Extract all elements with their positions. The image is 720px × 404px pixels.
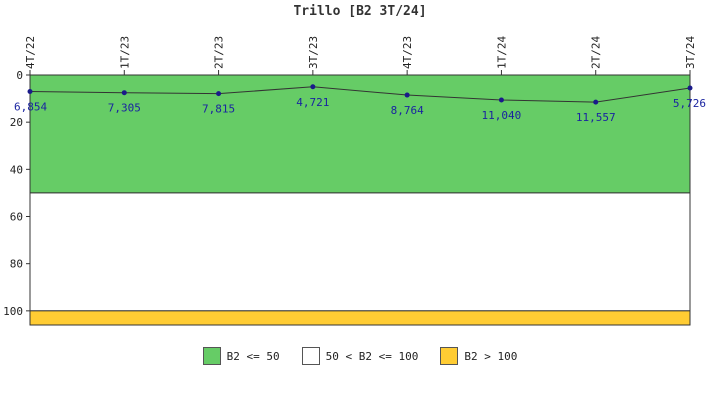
data-label: 11,040 [482, 109, 522, 122]
legend-item-low: B2 <= 50 [202, 347, 280, 365]
y-tick-label: 60 [10, 211, 23, 224]
band-0 [29, 74, 691, 194]
x-tick-label: 4T/22 [24, 36, 37, 69]
x-tick-label: 1T/23 [118, 36, 131, 69]
data-label: 7,305 [108, 102, 141, 115]
legend-swatch-mid [301, 347, 320, 365]
data-label: 7,815 [202, 103, 235, 116]
data-point [121, 90, 127, 96]
data-point [498, 97, 504, 103]
data-point [593, 99, 599, 105]
series-layer [27, 84, 693, 105]
legend: B2 <= 50 50 < B2 <= 100 B2 > 100 [0, 345, 720, 367]
y-tick-label: 20 [10, 116, 23, 129]
y-tick-label: 80 [10, 258, 23, 271]
y-tick-label: 100 [3, 305, 23, 318]
legend-label-high: B2 > 100 [464, 349, 518, 363]
x-tick-label: 4T/23 [401, 36, 414, 69]
data-label: 4,721 [296, 96, 329, 109]
y-ticks-layer: 0 20 40 60 80 100 [3, 69, 30, 318]
data-point [27, 89, 33, 95]
band-1 [29, 192, 691, 312]
legend-label-low: B2 <= 50 [226, 349, 280, 363]
chart-title: Trillo [B2 3T/24] [293, 4, 426, 19]
data-point [310, 84, 316, 90]
y-tick-label: 0 [16, 69, 23, 82]
labels-layer: 6,854 7,305 7,815 4,721 8,764 11,040 11,557 5,7… [14, 96, 706, 124]
data-label: 5,726 [673, 97, 706, 110]
legend-item-mid: 50 < B2 <= 100 [301, 347, 419, 365]
x-tick-label: 3T/24 [684, 36, 697, 69]
legend-swatch-low [202, 347, 221, 365]
bands-layer [29, 74, 691, 326]
axes-layer [29, 74, 690, 325]
band-2 [29, 310, 691, 326]
y-tick-label: 40 [10, 163, 23, 176]
x-tick-label: 1T/24 [495, 36, 508, 69]
data-point [404, 92, 410, 98]
x-ticks-layer: 4T/22 1T/23 2T/23 3T/23 4T/23 1T/24 2T/24 3T/24 [24, 36, 697, 75]
data-label: 6,854 [14, 101, 47, 114]
legend-label-mid: 50 < B2 <= 100 [325, 349, 419, 363]
data-point [216, 91, 222, 97]
legend-item-high: B2 > 100 [440, 347, 517, 365]
x-tick-label: 3T/23 [307, 36, 320, 69]
x-tick-label: 2T/23 [213, 36, 226, 69]
legend-swatch-high [440, 347, 459, 365]
data-point [687, 85, 693, 91]
x-tick-label: 2T/24 [590, 36, 603, 69]
data-label: 11,557 [576, 111, 616, 124]
series-line [29, 86, 691, 103]
data-label: 8,764 [391, 104, 424, 117]
